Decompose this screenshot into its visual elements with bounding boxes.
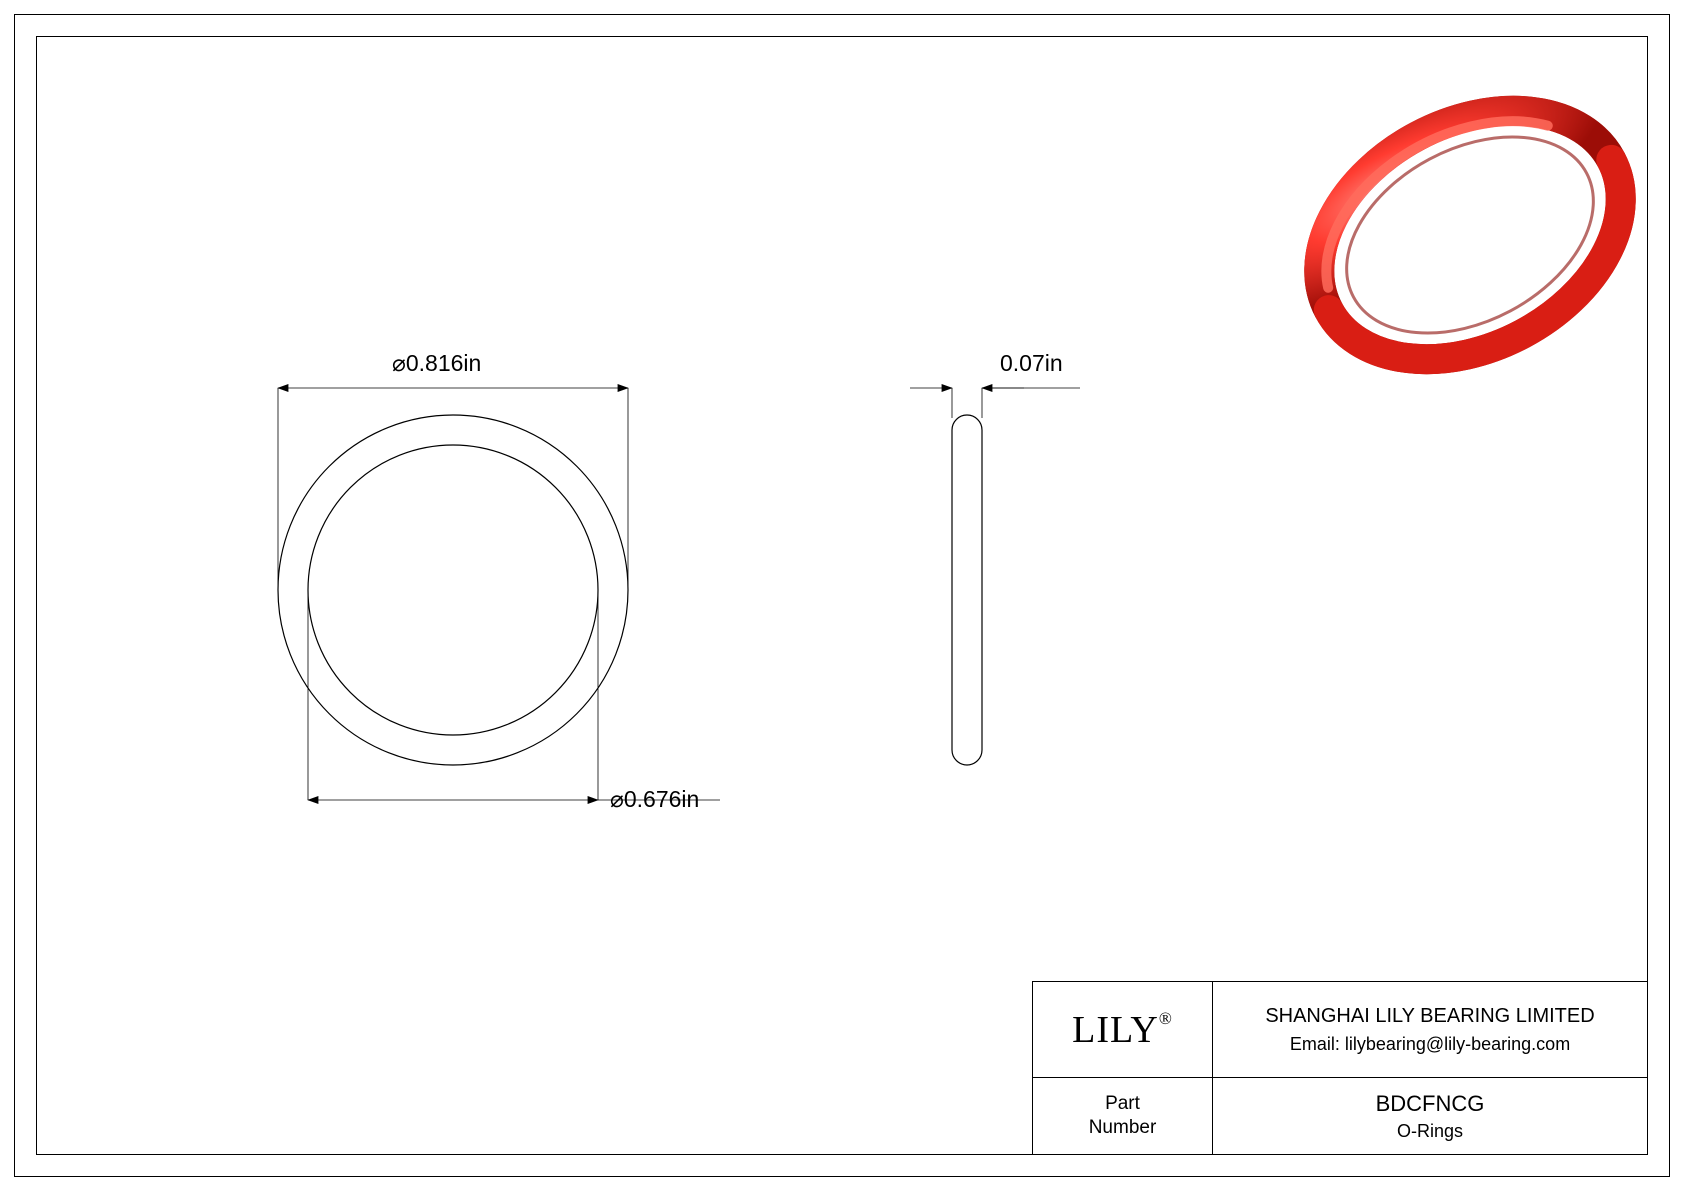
logo-text: LILY	[1072, 1009, 1159, 1051]
company-logo: LILY®	[1072, 1009, 1173, 1051]
company-cell: SHANGHAI LILY BEARING LIMITED Email: lil…	[1213, 982, 1648, 1078]
dim-inner-diameter	[308, 590, 720, 800]
dim-thickness-label: 0.07in	[1000, 350, 1063, 377]
registered-icon: ®	[1159, 1009, 1173, 1028]
isometric-view	[1276, 61, 1664, 409]
part-cell: BDCFNCG O-Rings	[1213, 1078, 1648, 1155]
dim-outer-diameter	[278, 388, 628, 590]
dim-inner-label: ⌀0.676in	[610, 786, 699, 813]
front-view	[278, 388, 720, 800]
part-description: O-Rings	[1227, 1121, 1633, 1142]
dim-outer-label: ⌀0.816in	[392, 350, 481, 377]
part-number-value: BDCFNCG	[1227, 1091, 1633, 1117]
company-name: SHANGHAI LILY BEARING LIMITED	[1227, 1005, 1633, 1028]
logo-cell: LILY®	[1033, 982, 1213, 1078]
side-view	[910, 388, 1080, 765]
title-block: LILY® SHANGHAI LILY BEARING LIMITED Emai…	[1032, 981, 1648, 1155]
part-number-label: Part Number	[1033, 1078, 1213, 1155]
company-email: Email: lilybearing@lily-bearing.com	[1227, 1034, 1633, 1055]
dim-thickness	[910, 388, 1080, 418]
